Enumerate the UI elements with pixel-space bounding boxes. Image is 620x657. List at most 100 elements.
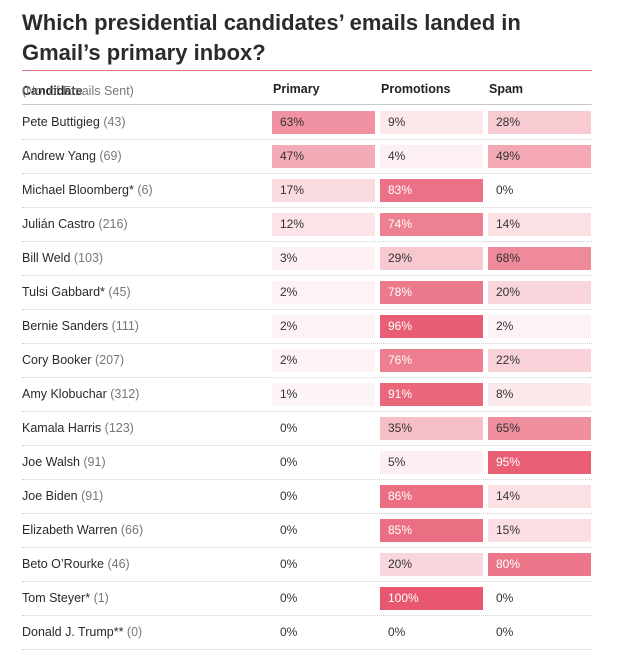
table-row: Tulsi Gabbard* (45) 2% 78% 20% [0, 276, 620, 310]
row-divider [22, 479, 592, 480]
spam-cell: 80% [488, 553, 591, 576]
table-row: Joe Biden (91) 0% 86% 14% [0, 480, 620, 514]
spam-cell: 65% [488, 417, 591, 440]
candidate-name: Kamala Harris (123) [22, 421, 134, 435]
table-row: Julián Castro (216) 12% 74% 14% [0, 208, 620, 242]
promotions-cell: 85% [380, 519, 483, 542]
promotions-cell: 78% [380, 281, 483, 304]
table-row: Amy Klobuchar (312) 1% 91% 8% [0, 378, 620, 412]
primary-cell: 0% [280, 557, 298, 571]
emails-sent-count: (6) [133, 183, 153, 197]
table-row: Michael Bloomberg* (6) 17% 83% 0% [0, 174, 620, 208]
spam-cell: 22% [488, 349, 591, 372]
emails-sent-count: (66) [117, 523, 144, 537]
header-divider [22, 104, 592, 105]
candidate-name: Bernie Sanders (111) [22, 319, 139, 333]
header-primary: Primary [273, 82, 320, 96]
promotions-cell: 29% [380, 247, 483, 270]
spam-cell: 49% [488, 145, 591, 168]
primary-cell: 0% [280, 523, 298, 537]
table-header: Candidate (No. of Emails Sent) Primary P… [22, 80, 592, 100]
emails-sent-count: (69) [95, 149, 122, 163]
emails-sent-count: (111) [108, 319, 139, 333]
candidate-name: Joe Walsh (91) [22, 455, 106, 469]
row-divider [22, 445, 592, 446]
row-divider [22, 275, 592, 276]
candidate-label: Joe Walsh [22, 455, 80, 469]
row-divider [22, 513, 592, 514]
primary-cell: 0% [280, 489, 298, 503]
candidate-name: Joe Biden (91) [22, 489, 103, 503]
row-divider [22, 547, 592, 548]
promotions-cell: 96% [380, 315, 483, 338]
row-divider [22, 139, 592, 140]
promotions-cell: 0% [388, 625, 406, 639]
promotions-cell: 86% [380, 485, 483, 508]
table-row: Bill Weld (103) 3% 29% 68% [0, 242, 620, 276]
spam-cell: 14% [488, 485, 591, 508]
promotions-cell: 100% [380, 587, 483, 610]
candidate-label: Donald J. Trump** [22, 625, 124, 639]
table-row: Elizabeth Warren (66) 0% 85% 15% [0, 514, 620, 548]
candidate-name: Donald J. Trump** (0) [22, 625, 142, 639]
row-divider [22, 309, 592, 310]
table-row: Kamala Harris (123) 0% 35% 65% [0, 412, 620, 446]
promotions-cell: 83% [380, 179, 483, 202]
candidate-name: Elizabeth Warren (66) [22, 523, 143, 537]
emails-sent-count: (207) [91, 353, 125, 367]
table-row: Tom Steyer* (1) 0% 100% 0% [0, 582, 620, 616]
promotions-cell: 5% [380, 451, 483, 474]
row-divider [22, 207, 592, 208]
promotions-cell: 74% [380, 213, 483, 236]
emails-sent-count: (43) [99, 115, 126, 129]
primary-cell: 2% [272, 349, 375, 372]
candidate-name: Bill Weld (103) [22, 251, 103, 265]
row-divider [22, 377, 592, 378]
candidate-name: Cory Booker (207) [22, 353, 124, 367]
emails-sent-count: (312) [106, 387, 140, 401]
spam-cell: 20% [488, 281, 591, 304]
spam-cell: 68% [488, 247, 591, 270]
candidate-label: Beto O’Rourke [22, 557, 104, 571]
table-row: Joe Walsh (91) 0% 5% 95% [0, 446, 620, 480]
promotions-cell: 4% [380, 145, 483, 168]
header-candidate-sub: (No. of Emails Sent) [22, 84, 134, 98]
row-divider [22, 649, 592, 650]
spam-cell: 0% [496, 183, 514, 197]
row-divider [22, 581, 592, 582]
primary-cell: 17% [272, 179, 375, 202]
candidate-name: Tom Steyer* (1) [22, 591, 109, 605]
emails-sent-count: (216) [94, 217, 128, 231]
spam-cell: 15% [488, 519, 591, 542]
promotions-cell: 35% [380, 417, 483, 440]
candidate-label: Elizabeth Warren [22, 523, 118, 537]
primary-cell: 0% [280, 421, 298, 435]
promotions-cell: 9% [380, 111, 483, 134]
candidate-label: Andrew Yang [22, 149, 96, 163]
table-row: Donald J. Trump** (0) 0% 0% 0% [0, 616, 620, 650]
primary-cell: 12% [272, 213, 375, 236]
header-candidate-label: Candidate [22, 84, 83, 98]
spam-cell: 95% [488, 451, 591, 474]
spam-cell: 2% [488, 315, 591, 338]
candidate-name: Beto O’Rourke (46) [22, 557, 130, 571]
candidate-name: Amy Klobuchar (312) [22, 387, 139, 401]
primary-cell: 1% [272, 383, 375, 406]
primary-cell: 0% [280, 455, 298, 469]
header-spam: Spam [489, 82, 524, 96]
primary-cell: 0% [280, 625, 298, 639]
row-divider [22, 615, 592, 616]
promotions-cell: 20% [380, 553, 483, 576]
candidate-label: Joe Biden [22, 489, 78, 503]
primary-cell: 0% [280, 591, 298, 605]
candidate-label: Tom Steyer* [22, 591, 91, 605]
candidate-name: Julián Castro (216) [22, 217, 128, 231]
candidate-label: Tulsi Gabbard* [22, 285, 105, 299]
table-row: Bernie Sanders (111) 2% 96% 2% [0, 310, 620, 344]
row-divider [22, 173, 592, 174]
title-divider [22, 70, 592, 71]
table-row: Beto O’Rourke (46) 0% 20% 80% [0, 548, 620, 582]
table-row: Andrew Yang (69) 47% 4% 49% [0, 140, 620, 174]
emails-sent-count: (91) [79, 455, 106, 469]
spam-cell: 28% [488, 111, 591, 134]
